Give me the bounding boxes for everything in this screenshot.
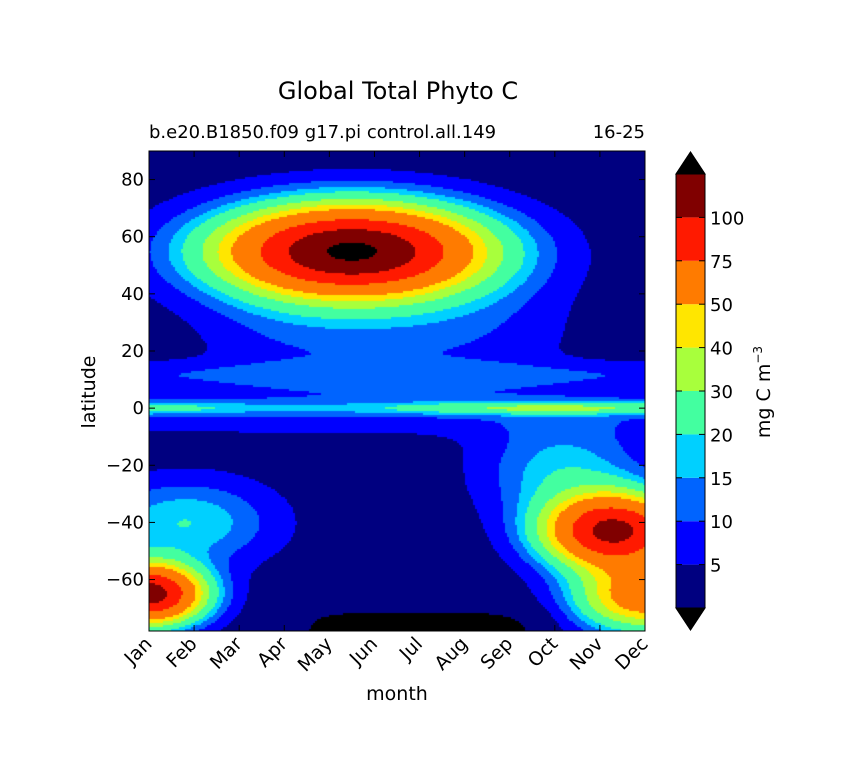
colorbar-segment bbox=[676, 217, 705, 261]
colorbar-tick-label: 50 bbox=[710, 295, 733, 316]
colorbar-label-exponent: −3 bbox=[751, 346, 765, 364]
y-tick-label: 0 bbox=[133, 398, 144, 419]
colorbar-segment bbox=[676, 260, 705, 305]
x-tick-label: Dec bbox=[611, 633, 653, 675]
colorbar-label: mg C m−3 bbox=[751, 346, 775, 438]
colorbar-tick-label: 10 bbox=[710, 512, 733, 533]
colorbar-segment bbox=[676, 434, 705, 478]
colorbar-outline bbox=[675, 151, 706, 631]
y-tick-label: 40 bbox=[121, 284, 144, 305]
y-tick-label: −20 bbox=[106, 455, 144, 476]
x-tick-label: Jun bbox=[345, 633, 382, 670]
colorbar-segment bbox=[676, 391, 705, 435]
x-tick-label: Feb bbox=[162, 633, 201, 672]
x-tick-label: May bbox=[294, 633, 337, 676]
x-tick-label: Aug bbox=[430, 633, 472, 675]
colorbar: 5 10 15 20 30 40 50 75 100 bbox=[675, 151, 744, 631]
colorbar-tick-label: 100 bbox=[710, 208, 744, 229]
colorbar-tick-label: 40 bbox=[710, 339, 733, 360]
colorbar-extend-top bbox=[675, 151, 706, 175]
x-tick-label: Oct bbox=[524, 633, 563, 672]
colorbar-segment bbox=[676, 304, 705, 348]
y-axis-label: latitude bbox=[78, 356, 100, 429]
colorbar-segment bbox=[676, 521, 705, 565]
colorbar-tick-label: 5 bbox=[710, 556, 721, 577]
x-tick-label: Jul bbox=[395, 633, 427, 665]
x-tick-label: Mar bbox=[206, 633, 247, 674]
plot-frame bbox=[148, 150, 646, 632]
x-tick-label: Jan bbox=[120, 633, 157, 670]
colorbar-segment bbox=[676, 477, 705, 522]
colorbar-label-text: mg C m bbox=[753, 364, 775, 438]
colorbar-extend-bottom bbox=[675, 607, 706, 631]
chart-subtitle-left: b.e20.B1850.f09 g17.pi control.all.149 bbox=[149, 122, 496, 143]
plot-area bbox=[148, 150, 646, 632]
colorbar-tick-label: 15 bbox=[710, 469, 733, 490]
x-axis-label: month bbox=[366, 683, 428, 705]
colorbar-segment bbox=[676, 174, 705, 218]
colorbar-segment bbox=[676, 347, 705, 391]
colorbar-tick-label: 75 bbox=[710, 252, 733, 273]
chart-subtitle-right: 16-25 bbox=[593, 122, 645, 143]
y-tick-label: 60 bbox=[121, 227, 144, 248]
colorbar-segment bbox=[676, 564, 705, 608]
contour-field bbox=[149, 151, 645, 631]
colorbar-tick-label: 30 bbox=[710, 382, 733, 403]
y-tick-label: 80 bbox=[121, 170, 144, 191]
y-axis: 80 60 40 20 0 −20 −40 −60 bbox=[106, 170, 645, 591]
y-tick-label: −40 bbox=[106, 512, 144, 533]
y-tick-label: −60 bbox=[106, 570, 144, 591]
chart-title: Global Total Phyto C bbox=[278, 77, 518, 105]
x-tick-label: Sep bbox=[476, 633, 517, 674]
y-tick-label: 20 bbox=[121, 341, 144, 362]
colorbar-tick-label: 20 bbox=[710, 425, 733, 446]
x-tick-label: Apr bbox=[253, 633, 292, 672]
x-tick-label: Nov bbox=[566, 633, 608, 675]
